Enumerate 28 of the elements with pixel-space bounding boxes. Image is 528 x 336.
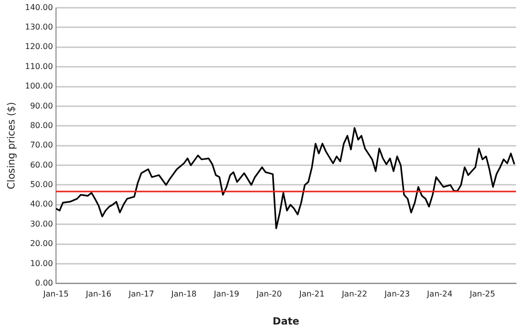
y-tick-label: 120.00 [24,42,53,52]
x-tick-label: Jan-24 [426,289,452,298]
x-tick-label: Jan-25 [468,289,496,298]
y-tick-label: 70.00 [30,140,53,150]
y-tick-label: 80.00 [30,120,53,130]
y-tick-label: 90.00 [30,101,53,110]
y-tick-label: 10.00 [30,258,53,268]
x-tick-label: Jan-22 [340,289,368,298]
y-tick-label: 40.00 [30,200,53,209]
x-tick-label: Jan-18 [170,289,197,298]
x-tick-label: Jan-20 [255,289,282,298]
y-tick-label: 100.00 [24,82,53,91]
y-tick-label: 130.00 [24,22,53,32]
x-tick-label: Jan-15 [42,289,69,298]
y-tick-label: 140.00 [24,2,53,12]
y-tick-label: 0.00 [35,278,53,288]
y-tick-label: 20.00 [30,239,53,248]
y-tick-label: 60.00 [30,160,53,170]
x-tick-label: Jan-21 [298,289,325,298]
x-tick-label: Jan-16 [84,289,112,298]
y-tick-label: 110.00 [24,62,53,71]
x-axis-title: Date [272,316,300,328]
x-tick-label: Jan-23 [383,289,410,298]
y-axis-title: Closing prices ($) [6,102,18,190]
y-tick-label: 50.00 [30,180,53,190]
x-tick-label: Jan-17 [128,289,154,298]
x-tick-label: Jan-19 [212,289,240,298]
y-tick-label: 30.00 [30,219,53,228]
